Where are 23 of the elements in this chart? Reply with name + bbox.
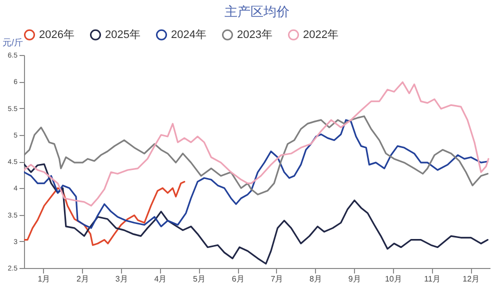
x-tick-label: 5月 [193, 274, 206, 284]
legend-label: 2025年 [105, 28, 140, 41]
chart-title: 主产区均价 [224, 4, 290, 19]
x-tick-label: 10月 [384, 274, 402, 284]
line-series [24, 81, 490, 206]
x-tick-label: 12月 [462, 274, 480, 284]
line-series [24, 180, 186, 246]
x-tick-label: 3月 [115, 274, 128, 284]
legend-label: 2022年 [303, 28, 338, 41]
x-tick-label: 4月 [154, 274, 167, 284]
y-axis-title: 元/斤 [2, 38, 24, 48]
x-tick-label: 8月 [310, 274, 322, 284]
legend-label: 2023年 [237, 28, 272, 41]
line-series [24, 163, 488, 265]
legend-label: 2024年 [171, 28, 206, 41]
line-series [24, 119, 488, 229]
x-tick-label: 6月 [232, 274, 244, 284]
x-tick-label: 7月 [270, 274, 284, 284]
legend-label: 2026年 [39, 28, 74, 41]
x-tick-label: 11月 [424, 274, 440, 284]
x-tick-label: 2月 [76, 274, 89, 284]
x-tick-label: 9月 [348, 274, 361, 284]
x-tick-label: 1月 [38, 274, 50, 284]
